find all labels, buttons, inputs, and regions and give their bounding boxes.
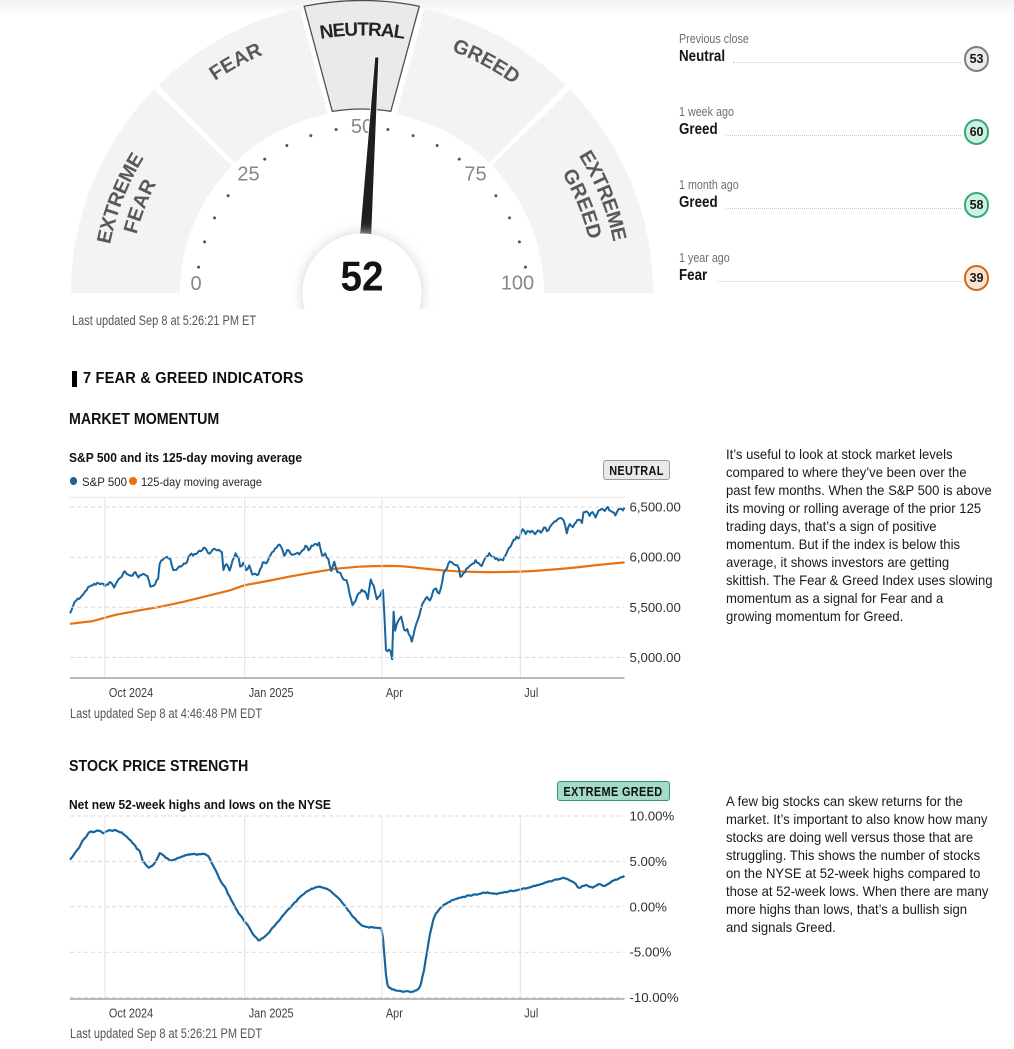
svg-text:5,500.00: 5,500.00 (630, 600, 681, 615)
svg-text:5,000.00: 5,000.00 (630, 650, 681, 665)
svg-text:0: 0 (190, 273, 201, 295)
svg-text:-5.00%: -5.00% (630, 945, 672, 960)
svg-text:-10.00%: -10.00% (630, 990, 679, 1005)
svg-text:5.00%: 5.00% (630, 854, 668, 869)
svg-text:25: 25 (237, 164, 259, 186)
svg-text:100: 100 (501, 273, 534, 295)
svg-text:Jul: Jul (524, 685, 538, 700)
svg-text:Jan 2025: Jan 2025 (249, 685, 294, 700)
svg-text:6,000.00: 6,000.00 (630, 550, 681, 565)
svg-text:0.00%: 0.00% (630, 899, 668, 914)
svg-text:Jul: Jul (524, 1006, 538, 1021)
svg-text:52: 52 (341, 252, 384, 300)
svg-text:NEUTRAL: NEUTRAL (318, 19, 407, 43)
svg-text:Oct 2024: Oct 2024 (109, 685, 154, 700)
svg-text:6,500.00: 6,500.00 (630, 500, 681, 515)
svg-text:Oct 2024: Oct 2024 (109, 1006, 154, 1021)
svg-text:10.00%: 10.00% (630, 809, 675, 824)
svg-text:Jan 2025: Jan 2025 (249, 1006, 294, 1021)
svg-text:50: 50 (351, 116, 373, 138)
svg-text:Apr: Apr (386, 685, 403, 700)
svg-text:Apr: Apr (386, 1006, 403, 1021)
svg-text:75: 75 (464, 164, 486, 186)
